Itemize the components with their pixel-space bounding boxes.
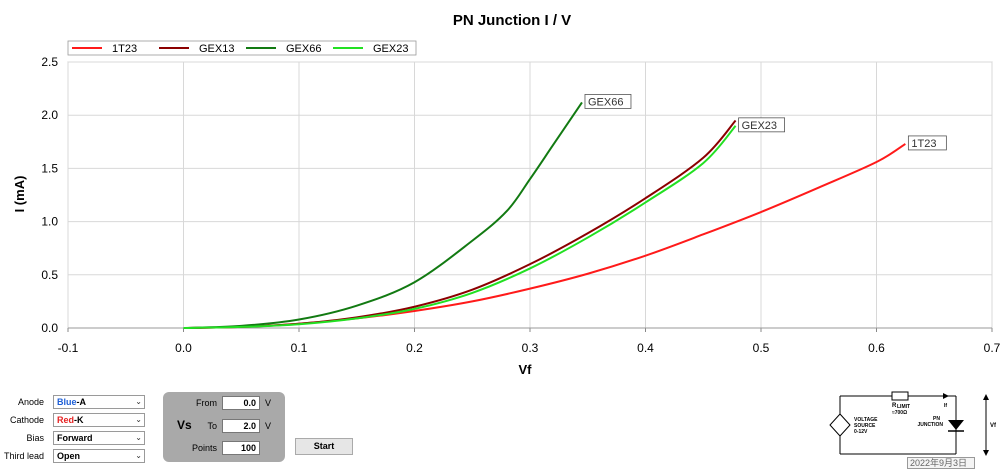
chevron-down-icon: ⌄ xyxy=(135,415,142,424)
from-input[interactable]: 0.0 xyxy=(222,396,260,410)
x-tick-label: 0.6 xyxy=(868,341,885,355)
chart-legend: 1T23 GEX13 GEX66 GEX23 xyxy=(67,40,417,56)
x-tick-label: -0.1 xyxy=(58,341,79,355)
source-label-3: 0-12V xyxy=(854,429,868,435)
x-axis-title: Vf xyxy=(519,362,533,377)
legend-label: GEX66 xyxy=(286,43,321,55)
y-tick-label: 2.5 xyxy=(41,55,58,69)
third-lead-select[interactable]: Open ⌄ xyxy=(53,449,145,463)
y-tick-label: 0.0 xyxy=(41,321,58,335)
x-tick-label: 0.7 xyxy=(984,341,1000,355)
bias-label: Bias xyxy=(26,433,44,443)
svg-text:GEX23: GEX23 xyxy=(742,120,777,132)
vf-arrow-down-icon xyxy=(983,450,989,456)
to-label: To xyxy=(207,421,217,431)
series-line-gex23 xyxy=(183,125,737,329)
legend-label: GEX23 xyxy=(373,43,408,55)
chevron-down-icon: ⌄ xyxy=(135,451,142,460)
end-label-gex66: GEX66 xyxy=(584,94,632,109)
chevron-down-icon: ⌄ xyxy=(135,397,142,406)
chevron-down-icon: ⌄ xyxy=(135,433,142,442)
junction-label-2: JUNCTION xyxy=(917,422,943,428)
circuit-diagram: R LIMIT ≈700Ω If VOLTAGE SOURCE 0-12V PN… xyxy=(829,391,997,456)
legend-label: 1T23 xyxy=(112,43,137,55)
from-label: From xyxy=(196,398,217,408)
y-tick-label: 1.0 xyxy=(41,215,58,229)
cathode-label: Cathode xyxy=(9,415,44,425)
legend-label: GEX13 xyxy=(199,43,234,55)
vf-label: Vf xyxy=(990,423,997,429)
cathode-color-text: Red xyxy=(57,415,75,425)
junction-label-1: PN xyxy=(933,416,940,422)
svg-text:1T23: 1T23 xyxy=(911,138,936,150)
from-unit: V xyxy=(265,398,272,408)
x-tick-label: 0.1 xyxy=(291,341,308,355)
vs-label: Vs xyxy=(177,418,192,432)
diode-icon xyxy=(948,420,964,430)
vs-panel: Vs From 0.0 V To 2.0 V Points 100 xyxy=(163,392,285,462)
x-tick-label: 0.5 xyxy=(753,341,770,355)
vf-arrow-up-icon xyxy=(983,394,989,400)
cathode-suffix: -K xyxy=(74,415,84,425)
y-tick-label: 2.0 xyxy=(41,108,58,122)
x-tick-label: 0.3 xyxy=(522,341,539,355)
r-limit-value: ≈700Ω xyxy=(892,410,907,416)
chart-series xyxy=(183,101,906,329)
end-label-gex23: GEX23 xyxy=(738,117,785,133)
series-line-1t23 xyxy=(183,143,906,329)
voltage-source-icon xyxy=(829,413,851,437)
chart-title: PN Junction I / V xyxy=(453,12,571,29)
source-label-1: VOLTAGE xyxy=(854,417,878,423)
y-tick-label: 0.5 xyxy=(41,268,58,282)
start-button[interactable]: Start xyxy=(295,438,353,455)
x-tick-label: 0.0 xyxy=(175,341,192,355)
resistor-icon xyxy=(891,391,909,401)
svg-text:GEX66: GEX66 xyxy=(588,96,623,108)
cathode-select[interactable]: Red-K ⌄ xyxy=(53,413,145,427)
legend-box xyxy=(67,40,417,56)
date-tag: 2022年9月3日 xyxy=(907,457,975,469)
chart-axes: -0.1 0.0 0.1 0.2 0.3 0.4 0.5 0.6 0.70.00.51.01.5… xyxy=(41,55,1000,355)
third-lead-label: Third lead xyxy=(3,451,44,461)
current-label: If xyxy=(944,403,947,409)
anode-suffix: -A xyxy=(76,397,87,407)
points-input[interactable]: 100 xyxy=(222,441,260,455)
to-unit: V xyxy=(265,421,272,431)
current-arrow-icon xyxy=(943,393,949,399)
bias-value: Forward xyxy=(57,433,93,443)
anode-color-text: Blue xyxy=(57,397,77,407)
y-tick-label: 1.5 xyxy=(41,161,58,175)
r-limit-sub: LIMIT xyxy=(897,404,910,410)
r-limit-label: R xyxy=(892,403,897,409)
points-label: Points xyxy=(191,443,217,453)
x-tick-label: 0.4 xyxy=(637,341,654,355)
to-input[interactable]: 2.0 xyxy=(222,419,260,433)
third-lead-value: Open xyxy=(57,451,81,461)
series-line-gex66 xyxy=(183,101,583,329)
anode-label: Anode xyxy=(17,397,44,407)
end-label-1t23: 1T23 xyxy=(907,135,947,151)
series-end-labels: 1T23 GEX66 GEX23 xyxy=(584,94,947,151)
y-axis-title: I (mA) xyxy=(12,176,27,213)
source-label-2: SOURCE xyxy=(854,423,876,429)
bias-select[interactable]: Forward ⌄ xyxy=(53,431,145,445)
anode-select[interactable]: Blue-A ⌄ xyxy=(53,395,145,409)
x-tick-label: 0.2 xyxy=(406,341,423,355)
